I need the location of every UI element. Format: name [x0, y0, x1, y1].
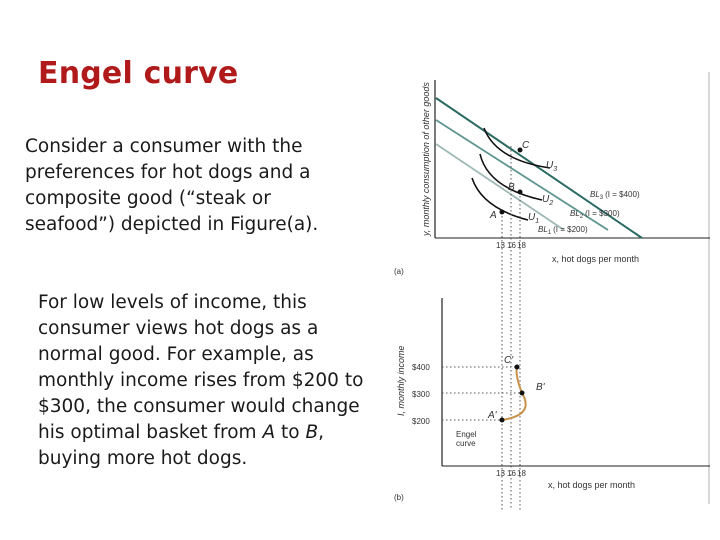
panel-a-tick-18: 18	[517, 241, 526, 250]
explanation-line: buying more hot dogs.	[38, 448, 248, 469]
intro-line: Consider a consumer with the	[25, 136, 303, 157]
explanation-line: his optimal basket from A to B,	[38, 420, 378, 446]
panel-b-tick-18: 18	[517, 469, 526, 478]
budget-line-1	[435, 143, 565, 231]
explanation-text: to	[275, 422, 306, 443]
point-c	[517, 147, 523, 153]
intro-paragraph: Consider a consumer with the preferences…	[25, 134, 375, 238]
indifference-curve-u2	[479, 153, 543, 201]
explanation-text: his optimal basket from	[38, 422, 263, 443]
u2-label: U2	[542, 194, 553, 207]
panel-b-tick-16: 16	[507, 469, 516, 478]
budget-line-2	[435, 119, 609, 231]
explanation-line: $300, the consumer would change	[38, 396, 360, 417]
panel-a-label: (a)	[394, 267, 404, 276]
panel-b-xlabel: x, hot dogs per month	[548, 480, 635, 490]
basket-a-label: A	[262, 422, 276, 443]
point-a-prime-label: A'	[487, 410, 498, 421]
explanation-line: consumer views hot dogs as a	[38, 318, 319, 339]
intro-line: seafood”) depicted in Figure(a).	[25, 214, 319, 235]
point-c-prime	[514, 364, 520, 370]
figure-right-edge	[708, 72, 710, 504]
u3-label: U3	[546, 160, 557, 173]
u1-label: U1	[528, 212, 539, 225]
point-b-prime	[519, 390, 525, 396]
explanation-paragraph: For low levels of income, this consumer …	[38, 290, 378, 472]
panel-b-ylabel: I, monthly income	[396, 345, 406, 416]
bl2-label: BL2 (I = $300)	[570, 209, 620, 220]
point-c-prime-label: C'	[504, 355, 514, 366]
indifference-curve-u3	[483, 127, 551, 169]
intro-line: composite good (“steak or	[25, 188, 271, 209]
point-b-prime-label: B'	[536, 382, 546, 393]
engel-curve-label-1: Engel	[456, 430, 477, 439]
figure-svg: y, monthly consumption of other goods A …	[394, 80, 710, 510]
point-b	[517, 189, 523, 195]
panel-b-ytick-200: $200	[412, 417, 430, 426]
point-b-label: B	[508, 182, 515, 193]
panel-a-tick-13: 13	[496, 241, 505, 250]
panel-a-ylabel: y, monthly consumption of other goods	[421, 82, 431, 237]
panel-b-ytick-400: $400	[412, 363, 430, 372]
explanation-line: monthly income rises from $200 to	[38, 370, 364, 391]
panel-b-ytick-300: $300	[412, 390, 430, 399]
basket-b-label: B	[305, 422, 319, 443]
point-a-prime	[499, 417, 505, 423]
slide-title: Engel curve	[38, 56, 239, 91]
panel-b-tick-13: 13	[496, 469, 505, 478]
explanation-text: ,	[318, 422, 325, 443]
point-a	[499, 209, 505, 215]
point-a-label: A	[489, 210, 497, 221]
budget-line-3	[435, 97, 643, 239]
engel-curve-figure: y, monthly consumption of other goods A …	[380, 70, 720, 510]
panel-a-xlabel: x, hot dogs per month	[552, 254, 639, 264]
point-c-label: C	[522, 140, 530, 151]
engel-curve-label-2: curve	[456, 439, 476, 448]
bl1-label: BL1 (I = $200)	[538, 225, 588, 236]
panel-a-tick-16: 16	[507, 241, 516, 250]
indifference-curve-u1	[471, 177, 529, 221]
bl3-label: BL3 (I = $400)	[590, 190, 640, 201]
explanation-line: For low levels of income, this	[38, 292, 307, 313]
explanation-line: normal good. For example, as	[38, 344, 314, 365]
intro-line: preferences for hot dogs and a	[25, 162, 311, 183]
panel-b-label: (b)	[394, 493, 404, 502]
